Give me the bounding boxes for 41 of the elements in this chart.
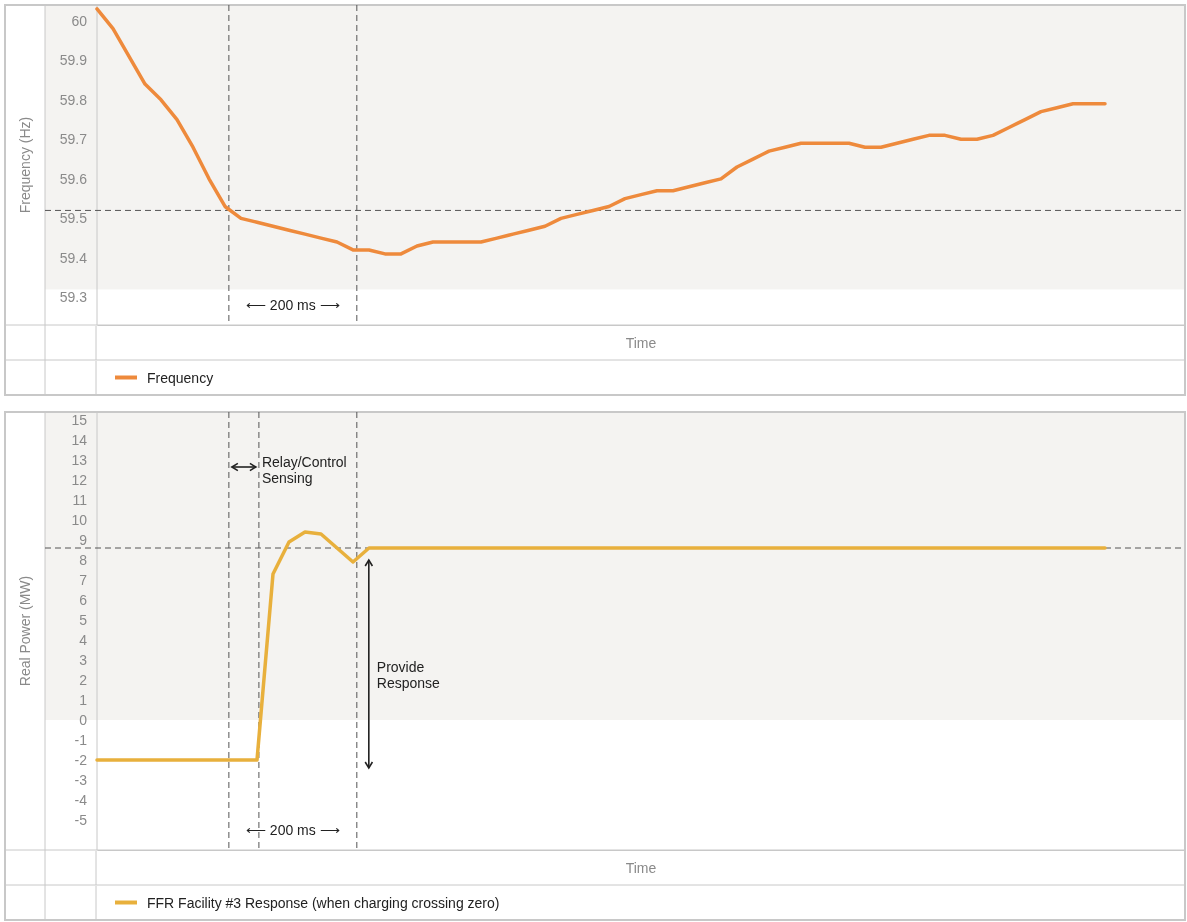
- x-axis-title: Time: [625, 859, 657, 876]
- y-tick-label: 59.9: [59, 52, 88, 69]
- legend-label: Frequency: [147, 369, 214, 386]
- y-tick-label: -3: [74, 771, 88, 788]
- y-tick-label: 11: [72, 491, 88, 508]
- y-tick-label: 13: [71, 451, 88, 468]
- y-tick-label: 9: [79, 531, 88, 548]
- y-tick-label: -5: [74, 811, 88, 828]
- y-tick-label: 15: [71, 411, 88, 428]
- y-tick-label: 14: [71, 431, 88, 448]
- y-axis-title: Real Power (MW): [17, 575, 33, 687]
- y-axis-title: Frequency (Hz): [17, 116, 33, 214]
- annotation: Provide Response: [376, 659, 441, 691]
- y-tick-label: -2: [74, 751, 88, 768]
- y-tick-label: 8: [79, 551, 88, 568]
- line-series: [95, 530, 1107, 762]
- y-tick-label: 59.7: [59, 131, 88, 148]
- x-axis-title: Time: [625, 334, 657, 351]
- y-tick-label: 2: [79, 671, 88, 688]
- y-tick-label: 3: [79, 651, 88, 668]
- y-tick-label: 59.3: [59, 289, 88, 306]
- y-tick-label: 59.6: [59, 170, 88, 187]
- y-tick-label: 60: [71, 12, 88, 29]
- y-tick-label: 1: [79, 691, 88, 708]
- y-tick-label: -4: [74, 791, 88, 808]
- y-tick-label: 6: [79, 591, 88, 608]
- y-tick-label: 4: [79, 631, 88, 648]
- y-tick-label: 59.4: [59, 249, 88, 266]
- y-tick-label: 10: [71, 511, 88, 528]
- y-tick-label: 12: [71, 471, 88, 488]
- legend-label: FFR Facility #3 Response (when charging crossing zero): [147, 894, 500, 911]
- line-series: [95, 7, 1107, 256]
- y-tick-label: 59.8: [59, 91, 88, 108]
- annotation: ⟵ 200 ms ⟶: [245, 297, 340, 313]
- y-tick-label: -1: [74, 731, 88, 748]
- y-tick-label: 7: [79, 571, 88, 588]
- annotation: Relay/Control Sensing: [261, 454, 347, 486]
- annotation: ⟵ 200 ms ⟶: [245, 822, 340, 838]
- y-tick-label: 59.5: [59, 210, 88, 227]
- y-tick-label: 0: [79, 711, 88, 728]
- y-tick-label: 5: [79, 611, 88, 628]
